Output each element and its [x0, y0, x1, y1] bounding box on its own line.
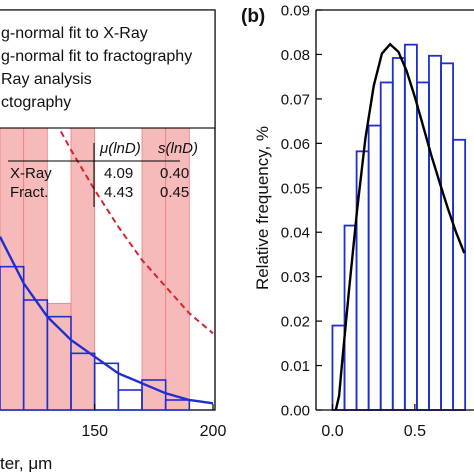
histogram-bar: [428, 54, 442, 411]
panel-b-axes: 0.00 0.01 0.02 0.03 0.04 0.05 0.06 0.07 0.08 0.09…: [281, 3, 474, 440]
xray-bar: [117, 389, 143, 411]
table-header: μ(lnD): [99, 140, 141, 157]
param-table: μ(lnD) s(lnD) X-Ray 4.09 0.40 Fract. 4.43 0.45: [8, 140, 198, 207]
panel-a-x-ticks: 150 200: [81, 404, 226, 440]
xray-bar: [141, 379, 167, 411]
table-header: s(lnD): [158, 140, 198, 157]
xray-bar: [93, 362, 120, 411]
y-tick-label: 0.03: [281, 269, 310, 286]
table-row-label: X-Ray: [10, 165, 52, 182]
y-tick-label: 0.01: [281, 358, 310, 375]
histogram-bar: [379, 81, 394, 411]
xray-bar: [164, 399, 191, 411]
y-tick-label: 0.09: [281, 3, 310, 20]
y-tick-label: 0.06: [281, 136, 310, 153]
table-cell: 4.09: [104, 165, 133, 182]
panel-b-y-axis-label: Relative frequency, %: [253, 126, 272, 290]
histogram-bar: [440, 62, 454, 411]
xray-fit-line: [0, 236, 214, 405]
x-tick-label: 0.0: [321, 423, 343, 440]
panel-a: g-normal fit to X-Ray g-normal fit to fra…: [0, 9, 226, 473]
table-cell: 4.43: [104, 184, 133, 201]
x-tick-label: 200: [200, 423, 227, 440]
legend-entry-label: ctography: [1, 94, 71, 111]
y-tick-label: 0.08: [281, 47, 310, 64]
panel-b-bars: [331, 43, 467, 411]
y-tick-label: 0.02: [281, 314, 310, 331]
x-tick-label: 0.5: [404, 423, 426, 440]
legend-entry-label: Ray analysis: [1, 71, 92, 88]
legend-entry-label: g-normal fit to X-Ray: [1, 25, 148, 42]
table-cell: 0.40: [160, 165, 189, 182]
y-tick-label: 0.04: [281, 225, 310, 242]
x-tick-label: 150: [81, 423, 108, 440]
y-tick-label: 0.00: [281, 403, 310, 420]
y-tick-label: 0.07: [281, 91, 310, 108]
histogram-bar: [391, 57, 406, 411]
histogram-bar: [416, 81, 430, 411]
panel-a-bars: [0, 9, 191, 411]
table-cell: 0.45: [160, 184, 189, 201]
panel-b-label: (b): [241, 6, 265, 27]
fracto-bar: [165, 119, 190, 411]
panel-a-legend: g-normal fit to X-Ray g-normal fit to fra…: [0, 9, 216, 129]
panel-b: (b) Relative frequency, % 0.000.010.020.…: [241, 3, 474, 440]
y-tick-label: 0.05: [281, 180, 310, 197]
histogram-bar: [367, 124, 382, 411]
table-row-label: Fract.: [10, 184, 48, 201]
panel-b-fit-curve: [334, 42, 466, 411]
legend-entry-label: g-normal fit to fractography: [1, 48, 192, 65]
histogram-bar: [452, 138, 467, 411]
panel-a-x-axis-label: ter, μm: [0, 454, 52, 473]
fit-curve-line: [334, 42, 466, 411]
legend-box: [0, 9, 216, 129]
